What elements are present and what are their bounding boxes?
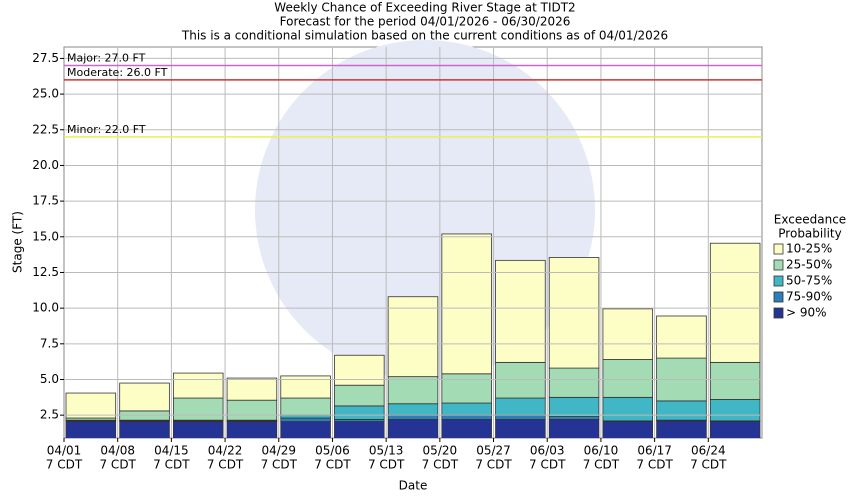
bar-segment [387, 403, 439, 416]
x-tick-label: 04/29 [261, 444, 296, 458]
x-tick-sublabel: 7 CDT [207, 458, 244, 472]
bar-segment [387, 376, 439, 405]
legend-label: 75-90% [786, 290, 832, 304]
bar-segment [656, 400, 707, 421]
x-tick-label: 05/27 [476, 444, 511, 458]
x-tick-label: 04/08 [100, 444, 135, 458]
x-tick-sublabel: 7 CDT [475, 458, 512, 472]
bar-segment [441, 233, 492, 375]
x-tick-sublabel: 7 CDT [368, 458, 405, 472]
x-tick-label: 06/17 [637, 444, 672, 458]
y-tick-label: 25.0 [32, 87, 59, 101]
flood-level-label: Moderate: 26.0 FT [67, 66, 168, 79]
bar-segment [495, 259, 546, 363]
bar-segment [602, 359, 654, 398]
x-tick-label: 05/06 [315, 444, 350, 458]
x-tick-label: 05/20 [423, 444, 458, 458]
legend-swatch [773, 275, 784, 287]
legend-label: 10-25% [786, 242, 832, 256]
x-tick-label: 06/24 [691, 444, 726, 458]
x-tick-sublabel: 7 CDT [529, 458, 566, 472]
bar-segment [65, 392, 117, 419]
bar-segment [441, 373, 492, 404]
y-tick-label: 12.5 [32, 265, 59, 279]
x-tick-sublabel: 7 CDT [583, 458, 620, 472]
flood-level-label: Minor: 22.0 FT [67, 123, 146, 136]
chart-subtitle: Forecast for the period 04/01/2026 - 06/… [280, 15, 571, 29]
legend-label: > 90% [786, 306, 827, 320]
legend-label: 25-50% [786, 258, 832, 272]
legend-title: Exceedance [774, 213, 846, 227]
x-tick-sublabel: 7 CDT [99, 458, 136, 472]
legend-title: Probability [778, 227, 841, 241]
bar-segment [172, 397, 224, 421]
bar-segment [172, 372, 224, 399]
x-tick-label: 04/22 [208, 444, 243, 458]
bar-segment [495, 397, 546, 416]
bar-segment [548, 396, 600, 417]
x-tick-sublabel: 7 CDT [261, 458, 298, 472]
bar-segment [119, 382, 170, 412]
y-tick-label: 10.0 [32, 301, 59, 315]
legend-swatch [773, 243, 784, 255]
bar-segment [709, 361, 761, 400]
legend-label: 50-75% [786, 274, 832, 288]
bar-segment [656, 315, 707, 359]
bar-segment [602, 396, 654, 422]
x-tick-label: 06/03 [530, 444, 565, 458]
y-tick-label: 17.5 [32, 194, 59, 208]
bar-segment [495, 414, 546, 420]
bar-segment [441, 402, 492, 416]
legend-swatch [773, 307, 784, 319]
x-tick-sublabel: 7 CDT [690, 458, 727, 472]
bar-segment [548, 257, 600, 369]
plot-layer [65, 233, 761, 438]
bar-segment [280, 375, 331, 399]
x-tick-label: 04/15 [154, 444, 189, 458]
bar-segment [226, 399, 278, 421]
bar-segment [226, 377, 278, 401]
x-axis-label: Date [399, 479, 428, 493]
x-tick-sublabel: 7 CDT [153, 458, 190, 472]
bar-segment [280, 397, 331, 416]
x-tick-label: 05/13 [369, 444, 404, 458]
x-tick-sublabel: 7 CDT [314, 458, 351, 472]
bar-segment [387, 296, 439, 378]
x-tick-sublabel: 7 CDT [422, 458, 459, 472]
bar-segment [548, 367, 600, 398]
y-tick-label: 2.5 [40, 408, 59, 422]
bar-segment [334, 384, 385, 407]
y-tick-label: 27.5 [32, 51, 59, 65]
flood-level-label: Major: 27.0 FT [67, 52, 146, 65]
y-tick-label: 7.5 [40, 336, 59, 350]
legend-swatch [773, 291, 784, 303]
bar-segment [602, 308, 654, 360]
y-axis-label: Stage (FT) [11, 211, 25, 273]
bar-segment [709, 242, 761, 363]
x-tick-label: 04/01 [47, 444, 82, 458]
bar-segment [280, 417, 331, 422]
bar-segment [334, 354, 385, 386]
y-tick-label: 20.0 [32, 158, 59, 172]
y-tick-label: 22.5 [32, 122, 59, 136]
chart-title: Weekly Chance of Exceeding River Stage a… [274, 1, 575, 15]
chart-subtitle: This is a conditional simulation based o… [181, 29, 668, 43]
x-tick-sublabel: 7 CDT [46, 458, 83, 472]
x-tick-sublabel: 7 CDT [636, 458, 673, 472]
x-tick-label: 06/10 [584, 444, 619, 458]
bar-segment [441, 414, 492, 420]
bar-segment [548, 416, 600, 420]
bar-segment [387, 414, 439, 420]
y-tick-label: 15.0 [32, 229, 59, 243]
bar-segment [709, 399, 761, 422]
bar-segment [334, 405, 385, 420]
legend-swatch [773, 259, 784, 271]
y-tick-label: 5.0 [40, 372, 59, 386]
bar-segment [495, 361, 546, 399]
